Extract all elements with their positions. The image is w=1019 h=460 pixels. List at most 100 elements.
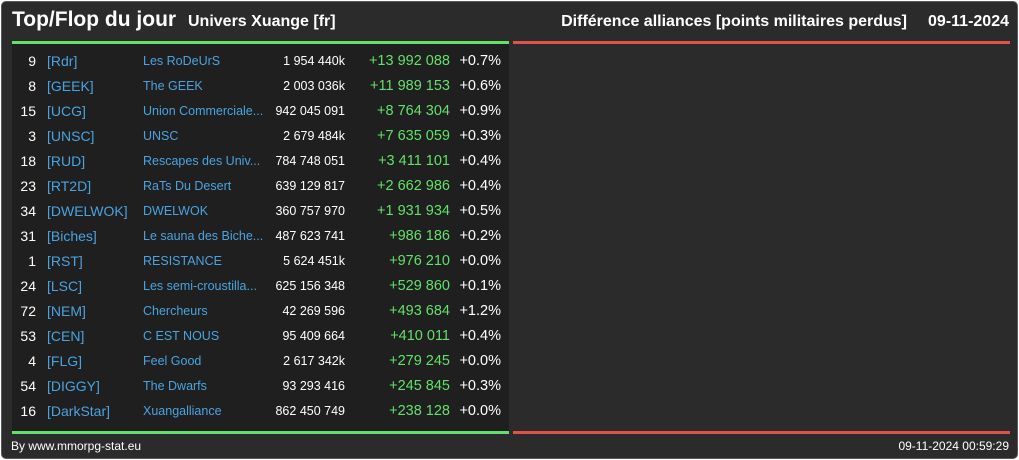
percent-cell: +0.4%: [459, 153, 501, 169]
rank-cell: 9: [28, 53, 36, 69]
table-row: 24 [LSC] Les semi-croustilla... 625 156 348…: [12, 274, 509, 299]
alliance-tag-link[interactable]: [GEEK]: [47, 78, 94, 94]
points-cell: 639 129 817: [275, 179, 345, 193]
alliance-tag-link[interactable]: [NEM]: [47, 303, 86, 319]
points-cell: 862 450 749: [275, 404, 345, 418]
rank-cell: 4: [28, 353, 36, 369]
top-panel: 9 [Rdr] Les RoDeUrS 1 954 440k +13 992 088 +0…: [12, 44, 509, 431]
alliance-tag-link[interactable]: [UCG]: [47, 103, 86, 119]
alliance-tag-link[interactable]: [FLG]: [47, 353, 83, 369]
points-cell: 95 409 664: [282, 329, 345, 343]
alliance-tag-link[interactable]: [DarkStar]: [47, 403, 111, 419]
rank-cell: 23: [20, 178, 36, 194]
percent-cell: +0.7%: [459, 53, 501, 69]
table-row: 8 [GEEK] The GEEK 2 003 036k +11 989 153 +0.6…: [12, 74, 509, 99]
table-row: 31 [Biches] Le sauna des Biche... 487 623 7…: [12, 224, 509, 249]
alliance-tag-link[interactable]: [UNSC]: [47, 128, 95, 144]
table-row: 54 [DIGGY] The Dwarfs 93 293 416 +245 845 +0.…: [12, 374, 509, 399]
header-date: 09-11-2024: [928, 13, 1009, 30]
percent-cell: +0.5%: [459, 203, 501, 219]
alliance-name-link[interactable]: Le sauna des Biche...: [143, 229, 264, 243]
difference-cell: +2 662 986: [377, 178, 450, 194]
table-row: 23 [RT2D] RaTs Du Desert 639 129 817 +2 662 …: [12, 174, 509, 199]
points-cell: 1 954 440k: [283, 54, 345, 68]
rank-cell: 34: [20, 203, 36, 219]
difference-cell: +13 992 088: [368, 53, 450, 69]
difference-cell: +410 011: [390, 328, 450, 344]
alliance-tag-link[interactable]: [DWELWOK]: [47, 203, 128, 219]
rank-cell: 18: [20, 153, 36, 169]
points-cell: 2 617 342k: [283, 354, 345, 368]
table-row: 34 [DWELWOK] DWELWOK 360 757 970 +1 931 934 +…: [12, 199, 509, 224]
table-row: 15 [UCG] Union Commerciale... 942 045 091 +8…: [12, 99, 509, 124]
table-row: 9 [Rdr] Les RoDeUrS 1 954 440k +13 992 088 +0…: [12, 49, 509, 74]
difference-cell: +493 684: [389, 303, 450, 319]
alliance-tag-link[interactable]: [RST]: [47, 253, 83, 269]
stat-subtitle: Différence alliances [points militaires …: [561, 13, 907, 30]
difference-cell: +279 245: [389, 353, 450, 369]
table-row: 4 [FLG] Feel Good 2 617 342k +279 245 +0.0%: [12, 349, 509, 374]
alliance-name-link[interactable]: RESISTANCE: [143, 254, 222, 268]
alliance-name-link[interactable]: Rescapes des Univ...: [143, 154, 261, 168]
alliance-name-link[interactable]: Chercheurs: [143, 304, 208, 318]
alliance-tag-link[interactable]: [DIGGY]: [47, 378, 100, 394]
alliance-tag-link[interactable]: [RT2D]: [47, 178, 92, 194]
percent-cell: +0.1%: [459, 278, 501, 294]
alliance-tag-link[interactable]: [CEN]: [47, 328, 85, 344]
percent-cell: +0.3%: [459, 128, 501, 144]
alliance-tag-link[interactable]: [Rdr]: [47, 53, 78, 69]
points-cell: 42 269 596: [282, 304, 345, 318]
alliance-name-link[interactable]: Les RoDeUrS: [143, 54, 221, 68]
alliance-name-link[interactable]: DWELWOK: [143, 204, 209, 218]
points-cell: 93 293 416: [282, 379, 345, 393]
table-row: 16 [DarkStar] Xuangalliance 862 450 749 +238…: [12, 399, 509, 424]
percent-cell: +0.4%: [459, 178, 501, 194]
difference-cell: +11 989 153: [370, 78, 450, 94]
difference-cell: +7 635 059: [377, 128, 450, 144]
alliance-tag-link[interactable]: [LSC]: [47, 278, 83, 294]
source-credit: By www.mmorpg-stat.eu: [11, 439, 142, 453]
percent-cell: +0.0%: [459, 403, 501, 419]
difference-cell: +976 210: [389, 253, 450, 269]
footer-timestamp: 09-11-2024 00:59:29: [898, 439, 1009, 453]
rank-cell: 54: [20, 378, 36, 394]
rank-cell: 72: [20, 303, 36, 319]
rank-cell: 8: [28, 78, 36, 94]
difference-cell: +529 860: [389, 278, 450, 294]
alliance-name-link[interactable]: UNSC: [143, 129, 179, 143]
alliance-tag-link[interactable]: [RUD]: [47, 153, 86, 169]
alliance-name-link[interactable]: The Dwarfs: [143, 379, 207, 393]
top-accent-bar: [12, 41, 509, 44]
alliance-name-link[interactable]: Feel Good: [143, 354, 202, 368]
rank-cell: 15: [20, 103, 36, 119]
alliance-name-link[interactable]: Xuangalliance: [143, 404, 222, 418]
top-accent-bar-bottom: [12, 431, 509, 434]
rank-cell: 24: [20, 278, 36, 294]
top-list: 9 [Rdr] Les RoDeUrS 1 954 440k +13 992 088 +0…: [12, 49, 509, 424]
alliance-name-link[interactable]: The GEEK: [143, 79, 203, 93]
alliance-tag-link[interactable]: [Biches]: [47, 228, 97, 244]
alliance-name-link[interactable]: Union Commerciale...: [143, 104, 264, 118]
rank-cell: 31: [20, 228, 36, 244]
percent-cell: +0.2%: [459, 228, 501, 244]
table-row: 3 [UNSC] UNSC 2 679 484k +7 635 059 +0.3%: [12, 124, 509, 149]
points-cell: 360 757 970: [275, 204, 345, 218]
flop-accent-bar: [513, 41, 1010, 44]
alliance-name-link[interactable]: RaTs Du Desert: [143, 179, 232, 193]
flop-panel: [513, 44, 1010, 431]
rank-cell: 16: [20, 403, 36, 419]
percent-cell: +0.9%: [459, 103, 501, 119]
difference-cell: +1 931 934: [377, 203, 450, 219]
rank-cell: 3: [28, 128, 36, 144]
page-title: Top/Flop du jour: [12, 8, 177, 31]
rank-cell: 53: [20, 328, 36, 344]
alliance-name-link[interactable]: C EST NOUS: [143, 329, 220, 343]
percent-cell: +0.6%: [459, 78, 501, 94]
alliance-name-link[interactable]: Les semi-croustilla...: [143, 279, 257, 293]
percent-cell: +0.0%: [459, 353, 501, 369]
points-cell: 784 748 051: [275, 154, 345, 168]
table-row: 1 [RST] RESISTANCE 5 624 451k +976 210 +0.0%: [12, 249, 509, 274]
percent-cell: +0.3%: [459, 378, 501, 394]
table-row: 18 [RUD] Rescapes des Univ... 784 748 051 +3…: [12, 149, 509, 174]
